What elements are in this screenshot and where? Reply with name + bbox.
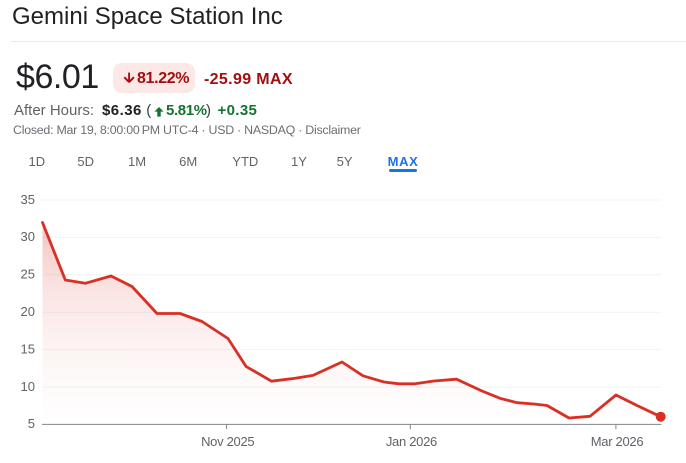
svg-text:5: 5: [28, 416, 35, 431]
svg-text:20: 20: [21, 304, 35, 319]
svg-text:Nov 2025: Nov 2025: [201, 434, 254, 449]
svg-text:Mar 2026: Mar 2026: [591, 434, 644, 449]
svg-text:35: 35: [21, 192, 35, 207]
svg-text:30: 30: [21, 229, 35, 244]
svg-text:10: 10: [21, 379, 35, 394]
svg-text:15: 15: [21, 341, 35, 356]
svg-text:25: 25: [21, 267, 35, 282]
svg-text:Jan 2026: Jan 2026: [386, 434, 437, 449]
